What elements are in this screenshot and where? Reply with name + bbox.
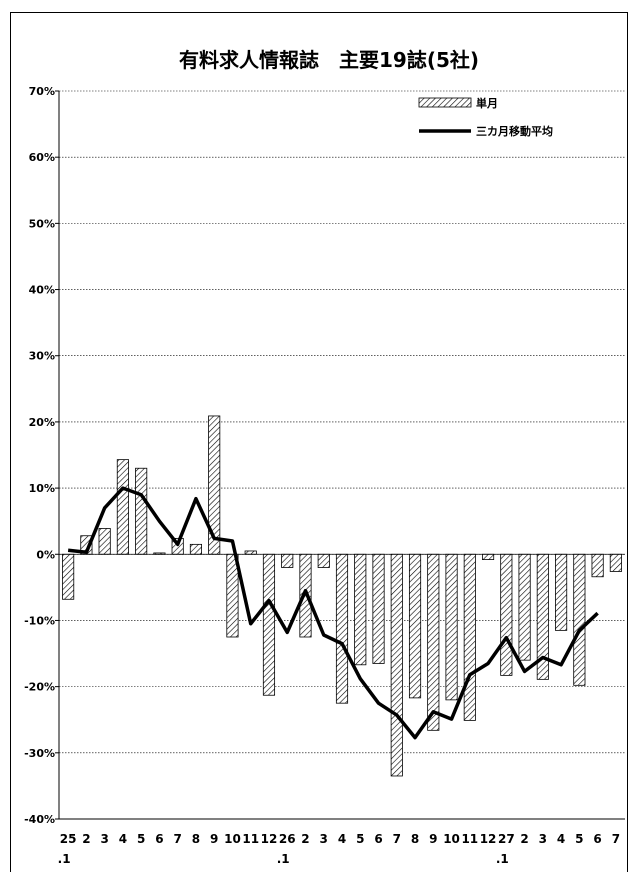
x-tick-label: 2 — [520, 832, 528, 846]
chart-frame: 有料求人情報誌 主要19誌(5社) -40% -30% -20% -10% 0% 10% 2… — [10, 12, 628, 872]
x-tick-label: 3 — [100, 832, 108, 846]
y-tick-label: -10% — [24, 614, 55, 627]
x-tick-label: 4 — [557, 832, 565, 846]
bar — [281, 553, 294, 568]
bar — [445, 553, 458, 701]
legend-swatch-bar — [418, 97, 472, 108]
bar — [372, 553, 385, 664]
x-tick-label: 10 — [224, 832, 241, 846]
x-tick-label: 26 — [279, 832, 296, 846]
y-tick-label: 50% — [29, 217, 55, 230]
x-tick-label: 8 — [411, 832, 419, 846]
x-tick-label: 12 — [261, 832, 278, 846]
bar — [317, 553, 330, 568]
x-tick-label: 8 — [192, 832, 200, 846]
bar — [98, 528, 111, 555]
bar — [482, 553, 495, 560]
x-year-label: .1 — [277, 852, 290, 866]
x-tick-label: 10 — [443, 832, 460, 846]
axis-layer — [55, 90, 625, 820]
bar-series-layer — [62, 415, 622, 777]
x-tick-label: 7 — [393, 832, 401, 846]
chart-svg: 有料求人情報誌 主要19誌(5社) -40% -30% -20% -10% 0% 10% 2… — [24, 48, 625, 866]
bar — [609, 553, 622, 572]
legend: 単月 三カ月移動平均 — [418, 96, 553, 138]
x-tick-label: 5 — [575, 832, 583, 846]
y-tick-label: -40% — [24, 813, 55, 826]
x-axis-tick-labels: 25 2 3 4 5 6 7 8 9 10 11 12 26 2 3 4 5 6 7 8 9 10 11 12 27 2 3 4 5 6 7… — [58, 832, 620, 866]
bar — [500, 553, 513, 676]
y-tick-label: 20% — [29, 416, 55, 429]
x-tick-label: 9 — [210, 832, 218, 846]
x-tick-label: 2 — [82, 832, 90, 846]
bar — [555, 553, 568, 631]
moving-average-line — [67, 486, 599, 740]
y-axis-tick-labels: -40% -30% -20% -10% 0% 10% 20% 30% 40% 50% 60% 70% — [24, 85, 55, 826]
x-year-label: .1 — [496, 852, 509, 866]
x-tick-label: 7 — [173, 832, 181, 846]
bar — [189, 543, 202, 555]
x-tick-label: 4 — [338, 832, 346, 846]
bar — [354, 553, 367, 666]
x-tick-label: 2 — [301, 832, 309, 846]
x-tick-label: 27 — [498, 832, 515, 846]
x-tick-label: 9 — [429, 832, 437, 846]
legend-label-bar: 単月 — [476, 96, 498, 110]
x-tick-label: 5 — [356, 832, 364, 846]
y-tick-label: 30% — [29, 350, 55, 363]
bar — [408, 553, 422, 699]
bar — [62, 553, 75, 600]
bar — [116, 459, 129, 555]
x-tick-label: 6 — [593, 832, 601, 846]
bar — [573, 553, 586, 686]
x-tick-label: 12 — [480, 832, 497, 846]
bar — [463, 553, 476, 721]
y-tick-label: 60% — [29, 151, 55, 164]
x-tick-label: 4 — [119, 832, 127, 846]
x-tick-label: 11 — [242, 832, 259, 846]
bar — [335, 553, 349, 704]
y-tick-label: 10% — [29, 482, 55, 495]
legend-label-line: 三カ月移動平均 — [476, 124, 553, 138]
bar — [135, 467, 148, 555]
y-tick-label: 0% — [36, 548, 55, 561]
x-year-label: .1 — [58, 852, 71, 866]
x-tick-label: 11 — [461, 832, 478, 846]
x-tick-label: 6 — [155, 832, 163, 846]
chart-title: 有料求人情報誌 主要19誌(5社) — [179, 48, 479, 72]
bar — [262, 553, 276, 696]
bar — [518, 553, 531, 661]
x-tick-label: 5 — [137, 832, 145, 846]
bar — [427, 553, 440, 731]
y-tick-label: -20% — [24, 681, 55, 694]
grid-layer — [59, 90, 625, 754]
x-tick-label: 3 — [539, 832, 547, 846]
x-tick-label: 25 — [60, 832, 77, 846]
bar — [591, 553, 604, 578]
y-tick-label: 40% — [29, 284, 55, 297]
line-series-layer — [67, 486, 599, 740]
x-tick-label: 7 — [612, 832, 620, 846]
y-tick-label: -30% — [24, 747, 55, 760]
x-tick-label: 6 — [374, 832, 382, 846]
x-tick-label: 3 — [320, 832, 328, 846]
bar — [390, 553, 403, 777]
bar — [244, 550, 257, 555]
y-tick-label: 70% — [29, 85, 55, 98]
